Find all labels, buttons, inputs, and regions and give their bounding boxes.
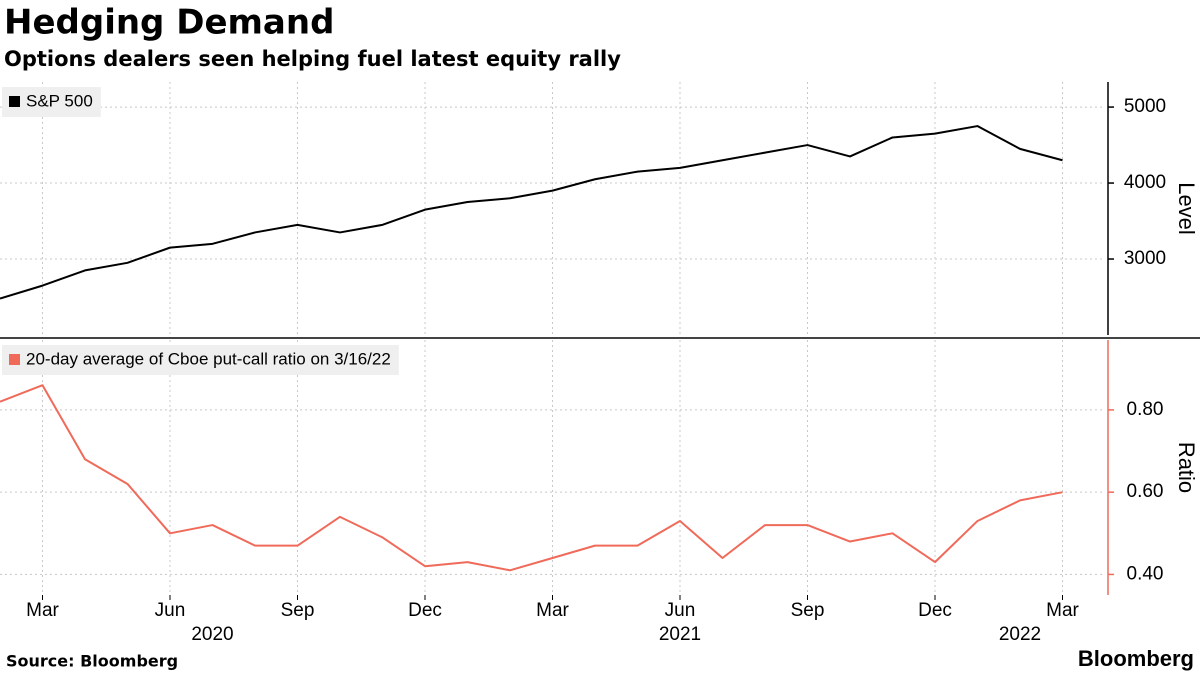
title: Hedging Demand — [4, 3, 334, 43]
x-tick-label: Mar — [536, 600, 569, 621]
x-tick-label: Jun — [155, 600, 186, 621]
legend-swatch — [9, 96, 20, 107]
year-label: 2020 — [191, 624, 233, 645]
x-tick-label: Mar — [1046, 600, 1079, 621]
legend-swatch — [9, 354, 20, 365]
x-tick-label: Sep — [791, 600, 825, 621]
subtitle: Options dealers seen helping fuel latest… — [4, 47, 621, 71]
logo: Bloomberg — [1078, 646, 1194, 671]
source: Source: Bloomberg — [6, 652, 178, 671]
year-label: 2021 — [659, 624, 701, 645]
y-tick-label: 3000 — [1124, 248, 1166, 269]
x-tick-label: Dec — [918, 600, 952, 621]
legend-label: 20-day average of Cboe put-call ratio on… — [26, 349, 391, 368]
x-tick-label: Sep — [281, 600, 315, 621]
y-axis-label: Level — [1174, 182, 1199, 235]
year-label: 2022 — [999, 624, 1041, 645]
series-line — [0, 384, 1063, 572]
x-tick-label: Mar — [26, 600, 59, 621]
y-tick-label: 0.60 — [1127, 481, 1164, 502]
x-tick-label: Jun — [665, 600, 696, 621]
legend-label: S&P 500 — [26, 91, 93, 110]
y-axis-label: Ratio — [1174, 442, 1199, 493]
y-tick-label: 0.80 — [1127, 399, 1164, 420]
x-tick-label: Dec — [408, 600, 442, 621]
y-tick-label: 5000 — [1124, 96, 1166, 117]
legend: 20-day average of Cboe put-call ratio on… — [2, 345, 399, 375]
y-tick-label: 0.40 — [1127, 563, 1164, 584]
y-tick-label: 4000 — [1124, 172, 1166, 193]
legend: S&P 500 — [2, 87, 101, 117]
series-line — [0, 125, 1063, 300]
legend-bg — [2, 345, 399, 375]
